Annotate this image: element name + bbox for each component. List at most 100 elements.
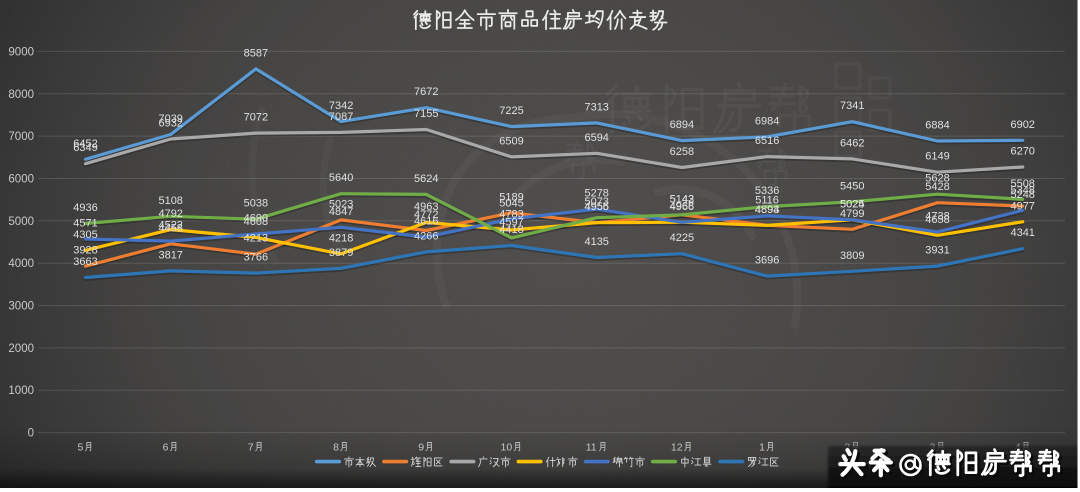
svg-text:7155: 7155	[414, 108, 438, 120]
svg-text:1: 1	[759, 442, 765, 454]
svg-text:5248: 5248	[1010, 189, 1034, 201]
svg-text:5000: 5000	[8, 216, 34, 228]
svg-text:3696: 3696	[755, 255, 779, 267]
svg-text:4783: 4783	[499, 209, 523, 221]
svg-text:4213: 4213	[244, 233, 268, 245]
svg-text:5428: 5428	[925, 181, 949, 193]
svg-text:4135: 4135	[584, 236, 608, 248]
svg-text:4418: 4418	[499, 224, 523, 236]
svg-text:7225: 7225	[499, 105, 523, 117]
svg-text:5624: 5624	[414, 173, 438, 185]
svg-text:3766: 3766	[244, 252, 268, 264]
svg-text:5143: 5143	[670, 193, 694, 205]
svg-text:4218: 4218	[329, 232, 353, 244]
svg-text:4955: 4955	[584, 201, 608, 213]
svg-text:6932: 6932	[158, 118, 182, 130]
svg-text:4522: 4522	[158, 220, 182, 232]
svg-text:5024: 5024	[840, 198, 864, 210]
svg-text:4597: 4597	[499, 216, 523, 228]
svg-text:4977: 4977	[1010, 200, 1034, 212]
svg-text:7087: 7087	[329, 111, 353, 123]
svg-text:5045: 5045	[499, 197, 523, 209]
svg-text:4571: 4571	[73, 218, 97, 230]
svg-text:4772: 4772	[414, 209, 438, 221]
svg-text:4966: 4966	[670, 201, 694, 213]
svg-text:5073: 5073	[584, 196, 608, 208]
svg-text:5348: 5348	[1010, 185, 1034, 197]
svg-text:4847: 4847	[329, 206, 353, 218]
svg-text:6452: 6452	[73, 138, 97, 150]
svg-text:5023: 5023	[329, 198, 353, 210]
svg-text:5278: 5278	[584, 188, 608, 200]
svg-text:6462: 6462	[840, 137, 864, 149]
svg-text:1000: 1000	[8, 385, 34, 397]
svg-text:3663: 3663	[73, 256, 97, 268]
svg-text:7039: 7039	[158, 113, 182, 125]
svg-text:9: 9	[418, 442, 424, 454]
svg-text:4341: 4341	[1010, 227, 1034, 239]
svg-text:7072: 7072	[244, 112, 268, 124]
svg-text:4799: 4799	[840, 208, 864, 220]
svg-text:5108: 5108	[158, 195, 182, 207]
svg-text:3931: 3931	[925, 245, 949, 257]
svg-text:4968: 4968	[670, 201, 694, 213]
svg-text:4658: 4658	[925, 214, 949, 226]
svg-text:3879: 3879	[329, 247, 353, 259]
svg-text:5336: 5336	[755, 185, 779, 197]
svg-text:5038: 5038	[244, 198, 268, 210]
svg-text:5116: 5116	[755, 194, 779, 206]
svg-text:10: 10	[501, 442, 513, 454]
svg-text:7341: 7341	[840, 100, 864, 112]
svg-text:6149: 6149	[925, 151, 949, 163]
svg-text:9000: 9000	[8, 46, 34, 58]
svg-text:7: 7	[248, 442, 254, 454]
svg-text:5025: 5025	[840, 198, 864, 210]
svg-text:6: 6	[163, 442, 169, 454]
svg-text:3817: 3817	[158, 249, 182, 261]
svg-text:6270: 6270	[1010, 146, 1034, 158]
svg-text:0: 0	[28, 428, 34, 440]
svg-text:6258: 6258	[670, 146, 694, 158]
svg-text:6894: 6894	[670, 119, 694, 131]
svg-text:5450: 5450	[840, 180, 864, 192]
svg-text:6884: 6884	[925, 120, 949, 132]
svg-text:3000: 3000	[8, 301, 34, 313]
svg-text:4616: 4616	[414, 216, 438, 228]
svg-text:4608: 4608	[244, 216, 268, 228]
svg-text:8: 8	[333, 442, 339, 454]
svg-text:3928: 3928	[73, 245, 97, 257]
svg-text:7000: 7000	[8, 131, 34, 143]
svg-text:7313: 7313	[584, 101, 608, 113]
svg-text:4225: 4225	[670, 232, 694, 244]
svg-text:6984: 6984	[755, 115, 779, 127]
svg-text:5640: 5640	[329, 172, 353, 184]
svg-text:4894: 4894	[755, 204, 779, 216]
svg-text:4893: 4893	[755, 204, 779, 216]
svg-text:3809: 3809	[840, 250, 864, 262]
svg-text:4956: 4956	[584, 201, 608, 213]
svg-text:11: 11	[586, 442, 597, 454]
svg-text:4792: 4792	[158, 208, 182, 220]
svg-text:5189: 5189	[499, 191, 523, 203]
svg-text:6509: 6509	[499, 135, 523, 147]
svg-text:4305: 4305	[73, 229, 97, 241]
svg-text:6349: 6349	[73, 142, 97, 154]
svg-text:8000: 8000	[8, 89, 34, 101]
svg-text:4738: 4738	[925, 210, 949, 222]
svg-text:4690: 4690	[244, 213, 268, 225]
svg-text:2000: 2000	[8, 343, 34, 355]
svg-text:6594: 6594	[584, 132, 608, 144]
svg-text:5628: 5628	[925, 173, 949, 185]
svg-text:7342: 7342	[329, 100, 353, 112]
svg-text:5142: 5142	[670, 193, 694, 205]
svg-text:4000: 4000	[8, 258, 34, 270]
svg-text:4458: 4458	[158, 222, 182, 234]
svg-text:7672: 7672	[414, 86, 438, 98]
svg-text:6902: 6902	[1010, 119, 1034, 131]
svg-text:6516: 6516	[755, 135, 779, 147]
svg-text:5: 5	[78, 442, 84, 454]
svg-text:6000: 6000	[8, 174, 34, 186]
svg-text:8587: 8587	[244, 47, 268, 59]
svg-text:4936: 4936	[73, 202, 97, 214]
svg-text:4963: 4963	[414, 201, 438, 213]
